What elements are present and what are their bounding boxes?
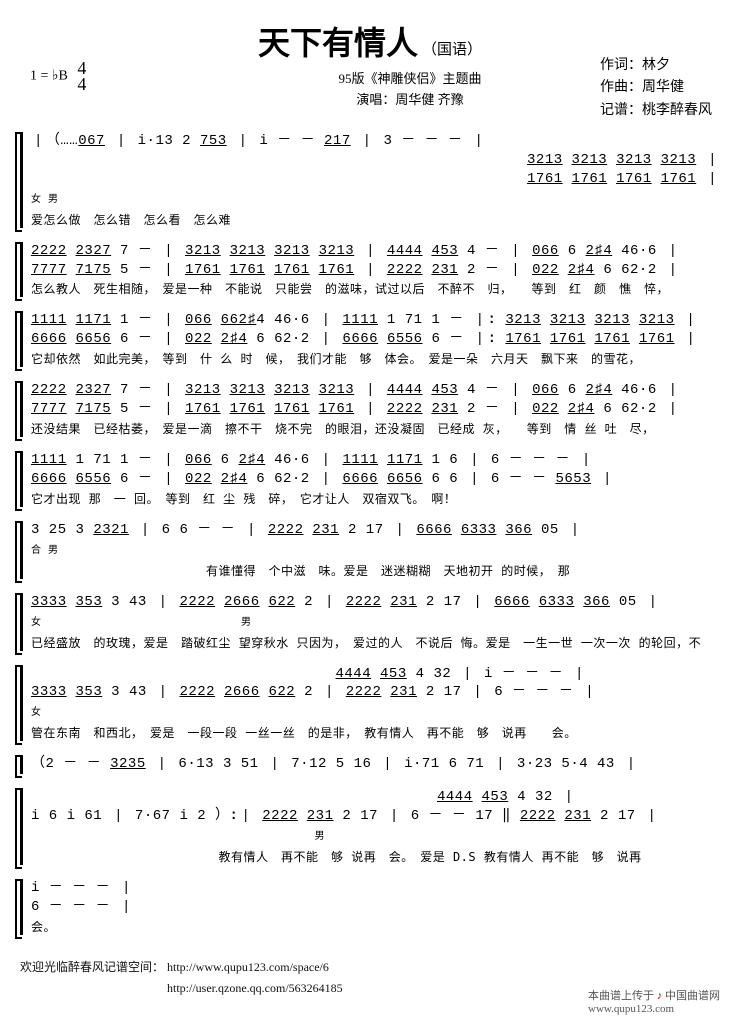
footer-label: 欢迎光临醉春风记谱空间： xyxy=(20,960,164,974)
staff-intro: |（……067 | i·13 2 753 | i － － 217 | 3 － －… xyxy=(31,132,720,151)
lyric-line: 它却依然 如此完美， 等到 什 么 时 候， 我们才能 够 体会。 爱是一朵 六… xyxy=(31,350,720,367)
footer-url-1[interactable]: http://www.qupu123.com/space/6 xyxy=(167,960,329,974)
music-sheet: |（……067 | i·13 2 753 | i － － 217 | 3 － －… xyxy=(20,132,720,935)
staff-lower: 1761 1761 1761 1761 | xyxy=(31,170,720,189)
lyric-line: 爱怎么做 怎么错 怎么看 怎么难 xyxy=(31,211,720,228)
staff-upper-extra: 4444 453 4 32 | xyxy=(31,788,720,807)
lyric-line: 教有情人 再不能 够 说再 会。 爱是 D.S 教有情人 再不能 够 说再 xyxy=(31,848,720,865)
staff-upper: 2222 2327 7 － | 3213 3213 3213 3213 | 44… xyxy=(31,381,720,400)
lyric-line: 它才出现 那 一 回。 等到 红 尘 残 碎， 它才让人 双宿双飞。 啊！ xyxy=(31,490,720,507)
staff-lower: 6666 6656 6 － | 022 2♯4 6 62·2 | 6666 65… xyxy=(31,330,720,349)
music-system: 1111 1171 1 － | 066 662♯4 46·6 | 1111 1 … xyxy=(20,311,720,367)
watermark-site: 中国曲谱网 xyxy=(665,990,720,1002)
song-title: 天下有情人 xyxy=(258,18,418,64)
music-system: （2 － － 3235 | 6·13 3 51 | 7·12 5 16 | i·… xyxy=(20,755,720,774)
staff-lower: 7777 7175 5 － | 1761 1761 1761 1761 | 22… xyxy=(31,261,720,280)
performer-label: 演唱： xyxy=(356,92,395,107)
lyric-line: 管在东南 和西北， 爱是 一段一段 一丝一丝 的是非， 教有情人 再不能 够 说… xyxy=(31,724,720,741)
lyric-line: 会。 xyxy=(31,918,720,935)
performer-name: 周华健 齐豫 xyxy=(395,92,463,107)
watermark: 本曲谱上传于 ♪ 中国曲谱网 www.qupu123.com xyxy=(588,987,720,1015)
music-system: |（……067 | i·13 2 753 | i － － 217 | 3 － －… xyxy=(20,132,720,228)
lyric-line: 有谁懂得 个中滋 味。爱是 迷迷糊糊 天地初开 的时候， 那 xyxy=(31,562,720,579)
staff-upper: 1111 1 71 1 － | 066 6 2♯4 46·6 | 1111 11… xyxy=(31,451,720,470)
music-system: 3333 353 3 43 | 2222 2666 622 2 | 2222 2… xyxy=(20,593,720,651)
staff-upper: 2222 2327 7 － | 3213 3213 3213 3213 | 44… xyxy=(31,242,720,261)
footer-url-2[interactable]: http://user.qzone.qq.com/563264185 xyxy=(167,981,343,995)
staff-upper-extra: 4444 453 4 32 | i － － － | xyxy=(31,665,720,684)
staff-upper: 3213 3213 3213 3213 | xyxy=(31,151,720,170)
staff-single: （2 － － 3235 | 6·13 3 51 | 7·12 5 16 | i·… xyxy=(31,755,720,774)
composer-name: 周华健 xyxy=(642,80,684,95)
lyricist-name: 林夕 xyxy=(642,58,670,73)
staff-single: 3333 353 3 43 | 2222 2666 622 2 | 2222 2… xyxy=(31,683,720,702)
notation-name: 桃李醉春风 xyxy=(642,103,712,118)
music-system: 2222 2327 7 － | 3213 3213 3213 3213 | 44… xyxy=(20,381,720,437)
music-system: 2222 2327 7 － | 3213 3213 3213 3213 | 44… xyxy=(20,242,720,298)
composer-label: 作曲： xyxy=(600,80,642,95)
source-subtitle: 95版《神雕侠侣》主题曲 xyxy=(338,68,481,87)
time-bot: 4 xyxy=(77,76,86,92)
lyric-line: 怎么教人 死生相随， 爱是一种 不能说 只能尝 的滋味，试过以后 不醉不 归， … xyxy=(31,280,720,297)
music-system: i － － － |6 － － － |会。 xyxy=(20,879,720,935)
lyricist-label: 作词： xyxy=(600,58,642,73)
role-marks: 女 男 xyxy=(31,190,720,210)
key-signature: 1 = ♭B 4 4 xyxy=(30,60,86,92)
music-system: 3 25 3 2321 | 6 6 － － | 2222 231 2 17 | … xyxy=(20,521,720,579)
staff-upper: i － － － | xyxy=(31,879,720,898)
staff-single: i 6 i 61 | 7·67 i 2 ）:| 2222 231 2 17 | … xyxy=(31,807,720,826)
notation-label: 记谱： xyxy=(600,103,642,118)
music-system: 1111 1 71 1 － | 066 6 2♯4 46·6 | 1111 11… xyxy=(20,451,720,507)
performer-row: 演唱：周华健 齐豫 xyxy=(356,89,463,108)
music-system: 4444 453 4 32 | i － － － |3333 353 3 43 |… xyxy=(20,665,720,742)
time-signature: 4 4 xyxy=(77,60,86,92)
staff-lower: 7777 7175 5 － | 1761 1761 1761 1761 | 22… xyxy=(31,400,720,419)
lyric-line: 已经盛放 的玫瑰，爱是 踏破红尘 望穿秋水 只因为， 爱过的人 不说后 悔。爱是… xyxy=(31,634,720,651)
song-subtitle-suffix: （国语） xyxy=(422,38,482,59)
key-label: 1 = ♭B xyxy=(30,68,68,83)
sheet-header: 1 = ♭B 4 4 天下有情人 （国语） 95版《神雕侠侣》主题曲 演唱：周华… xyxy=(20,18,720,108)
role-marks: 女 男 xyxy=(31,613,720,633)
staff-lower: 6 － － － | xyxy=(31,898,720,917)
music-system: 4444 453 4 32 |i 6 i 61 | 7·67 i 2 ）:| 2… xyxy=(20,788,720,865)
staff-single: 3 25 3 2321 | 6 6 － － | 2222 231 2 17 | … xyxy=(31,521,720,540)
staff-upper: 1111 1171 1 － | 066 662♯4 46·6 | 1111 1 … xyxy=(31,311,720,330)
role-marks: 男 xyxy=(31,827,720,847)
role-marks: 女 xyxy=(31,703,720,723)
staff-single: 3333 353 3 43 | 2222 2666 622 2 | 2222 2… xyxy=(31,593,720,612)
role-marks: 合 男 xyxy=(31,541,720,561)
credits-block: 作词：林夕 作曲：周华健 记谱：桃李醉春风 xyxy=(600,55,712,122)
watermark-url: www.qupu123.com xyxy=(588,1003,674,1015)
watermark-prefix: 本曲谱上传于 xyxy=(588,990,654,1002)
lyric-line: 还没结果 已经枯萎， 爱是一滴 擦不干 烧不完 的眼泪，还没凝固 已经成 灰， … xyxy=(31,420,720,437)
staff-lower: 6666 6556 6 － | 022 2♯4 6 62·2 | 6666 66… xyxy=(31,470,720,489)
